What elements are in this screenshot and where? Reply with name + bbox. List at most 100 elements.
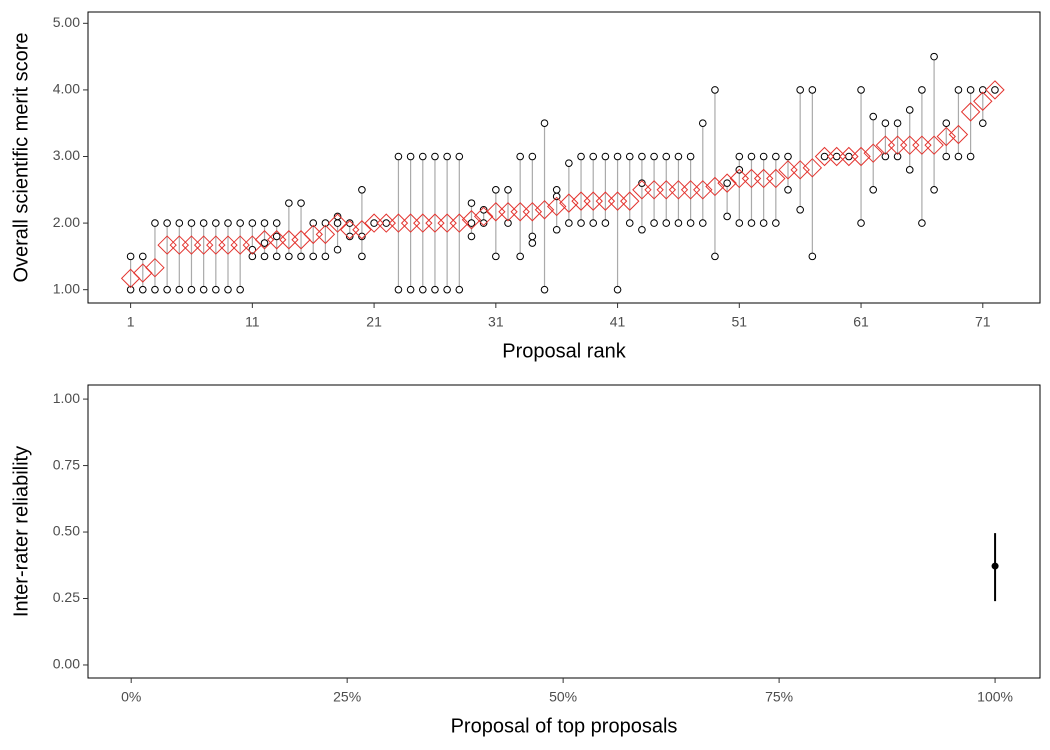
y-tick-label: 4.00: [53, 81, 80, 97]
rating-point: [723, 212, 731, 221]
rating-point: [662, 152, 671, 161]
rating-point: [224, 219, 232, 227]
rating-point: [175, 285, 184, 294]
mean-diamond: [473, 206, 494, 227]
rating-point: [540, 285, 549, 294]
rating-point: [930, 185, 938, 194]
rating-point: [443, 152, 451, 161]
mean-diamond: [863, 143, 883, 163]
mean-diamond: [461, 210, 482, 230]
mean-diamond: [705, 176, 725, 197]
mean-diamond: [315, 224, 336, 245]
rating-point: [711, 252, 719, 261]
rating-point: [528, 239, 537, 247]
rating-point: [552, 185, 561, 194]
rating-point: [212, 219, 220, 227]
rating-point: [321, 252, 330, 261]
x-tick-label: 11: [245, 314, 260, 330]
rating-point: [187, 285, 196, 294]
rating-point: [394, 285, 403, 294]
rating-point: [638, 225, 646, 234]
rating-point: [698, 119, 707, 128]
x-tick-label: 31: [488, 314, 504, 330]
rating-point: [406, 285, 415, 294]
x-tick-label: 41: [610, 314, 626, 330]
rating-point: [467, 219, 476, 227]
mean-diamond: [851, 146, 871, 167]
rating-point: [467, 232, 476, 241]
rating-point: [297, 199, 305, 207]
rating-point: [212, 285, 220, 294]
rating-point: [126, 252, 135, 261]
rating-point: [272, 252, 281, 261]
panel-border: [87, 384, 1041, 679]
rating-point: [516, 252, 524, 261]
rating-point: [796, 205, 804, 214]
rating-point: [954, 152, 963, 161]
rating-point: [467, 199, 476, 207]
rating-point: [492, 252, 500, 261]
mean-diamond: [693, 180, 713, 200]
mean-diamond: [620, 191, 640, 211]
rating-point: [698, 219, 707, 227]
rating-point: [577, 152, 585, 161]
rating-point: [431, 285, 439, 294]
rating-point: [796, 86, 804, 94]
y-tick-label: 0.75: [53, 456, 80, 472]
x-tick-label: 100%: [977, 689, 1013, 705]
rating-point: [528, 152, 537, 161]
mean-diamond: [534, 200, 555, 220]
rating-point: [905, 106, 914, 114]
rating-point: [504, 219, 512, 227]
mean-diamond: [449, 213, 470, 233]
rating-point: [966, 86, 975, 94]
x-tick-label: 25%: [333, 689, 361, 705]
rating-point: [126, 285, 135, 294]
y-tick-label: 3.00: [53, 147, 80, 163]
x-tick-label: 71: [975, 314, 991, 330]
rating-point: [601, 152, 610, 161]
rating-point: [260, 219, 269, 227]
rating-point: [893, 152, 902, 161]
rating-point: [601, 219, 610, 227]
rating-point: [845, 152, 853, 161]
rating-point: [686, 152, 695, 161]
x-tick-label: 1: [127, 314, 135, 330]
rating-point: [443, 285, 451, 294]
rating-point: [552, 225, 561, 234]
rating-point: [918, 86, 926, 94]
y-tick-label: 0.25: [53, 589, 80, 605]
mean-diamond: [522, 202, 543, 222]
rating-point: [808, 86, 817, 94]
mean-diamond: [327, 213, 348, 233]
rating-point: [309, 219, 318, 227]
rating-point: [978, 119, 987, 128]
mean-diamond: [973, 91, 993, 111]
mean-diamond: [790, 160, 810, 180]
mean-diamond: [766, 168, 786, 189]
rating-point: [613, 152, 622, 161]
rating-point: [418, 285, 427, 294]
x-axis-title: Proposal rank: [502, 340, 626, 362]
rating-point: [163, 219, 171, 227]
rating-point: [260, 239, 269, 247]
rating-point: [175, 219, 184, 227]
rating-point: [163, 285, 171, 294]
rating-point: [772, 219, 780, 227]
rating-point: [857, 86, 865, 94]
rating-point: [577, 219, 585, 227]
rating-point: [723, 179, 731, 187]
rating-point: [832, 152, 841, 161]
rating-point: [625, 152, 634, 161]
rating-point: [479, 205, 488, 214]
mean-diamond: [717, 173, 737, 193]
rating-point: [881, 119, 890, 128]
rating-point: [138, 285, 147, 294]
rating-point: [455, 152, 464, 161]
rating-point: [650, 219, 658, 227]
rating-point: [638, 152, 646, 161]
rating-point: [199, 285, 208, 294]
mean-diamond: [546, 196, 567, 217]
rating-point: [784, 152, 792, 161]
rating-point: [808, 252, 817, 261]
